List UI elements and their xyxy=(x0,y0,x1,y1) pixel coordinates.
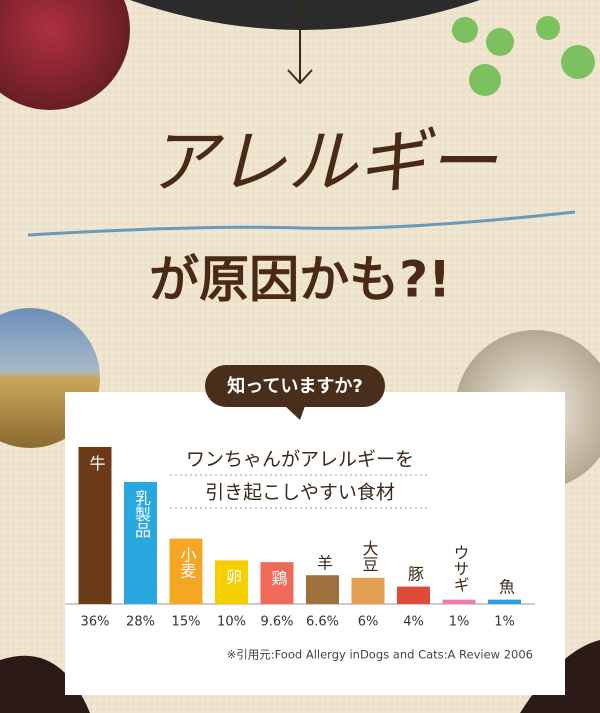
bar xyxy=(442,599,476,604)
category-label: 卵 xyxy=(223,568,242,584)
category-label: 鶏 xyxy=(269,570,288,586)
value-label: 36% xyxy=(81,615,110,630)
bar xyxy=(78,447,112,604)
category-label: ウサギ xyxy=(451,545,470,593)
bottom-left-photo xyxy=(0,655,90,713)
value-label: 1% xyxy=(449,615,470,630)
category-label: 羊 xyxy=(314,554,333,570)
badge-pointer xyxy=(285,406,305,420)
bar xyxy=(260,562,294,604)
value-label: 6% xyxy=(358,615,379,630)
category-label: 魚 xyxy=(496,579,515,595)
meat-photo xyxy=(0,0,130,110)
badge xyxy=(205,365,385,407)
bar xyxy=(124,481,157,604)
value-label: 15% xyxy=(172,615,201,630)
bar xyxy=(351,577,385,604)
bar xyxy=(306,575,339,604)
bar xyxy=(215,560,248,604)
badge-text: 知っていますか? xyxy=(227,375,363,397)
value-label: 28% xyxy=(126,615,155,630)
headline-sub: が原因かも?! xyxy=(149,251,451,309)
value-label: 9.6% xyxy=(260,615,293,630)
headline: アレルギー xyxy=(147,121,498,203)
category-label: 牛 xyxy=(87,455,106,471)
arrow-head xyxy=(287,69,313,85)
top-arc xyxy=(130,0,480,30)
value-label: 4% xyxy=(403,615,424,630)
category-label: 大豆 xyxy=(360,540,379,572)
category-label: 乳製品 xyxy=(132,490,151,538)
bar xyxy=(397,586,430,604)
chart-title: ワンちゃんがアレルギーを xyxy=(186,449,414,471)
value-label: 6.6% xyxy=(306,615,339,630)
value-label: 1% xyxy=(494,615,515,630)
source: ※引用元:Food Allergy inDogs and Cats:A Revi… xyxy=(227,648,533,662)
chart-subtitle: 引き起こしやすい食材 xyxy=(205,482,395,504)
category-label: 小麦 xyxy=(178,547,197,579)
value-label: 10% xyxy=(217,615,246,630)
underline xyxy=(27,210,576,237)
category-label: 豚 xyxy=(405,566,424,583)
bar xyxy=(169,538,203,604)
bar xyxy=(488,599,521,604)
leaves xyxy=(452,16,595,96)
